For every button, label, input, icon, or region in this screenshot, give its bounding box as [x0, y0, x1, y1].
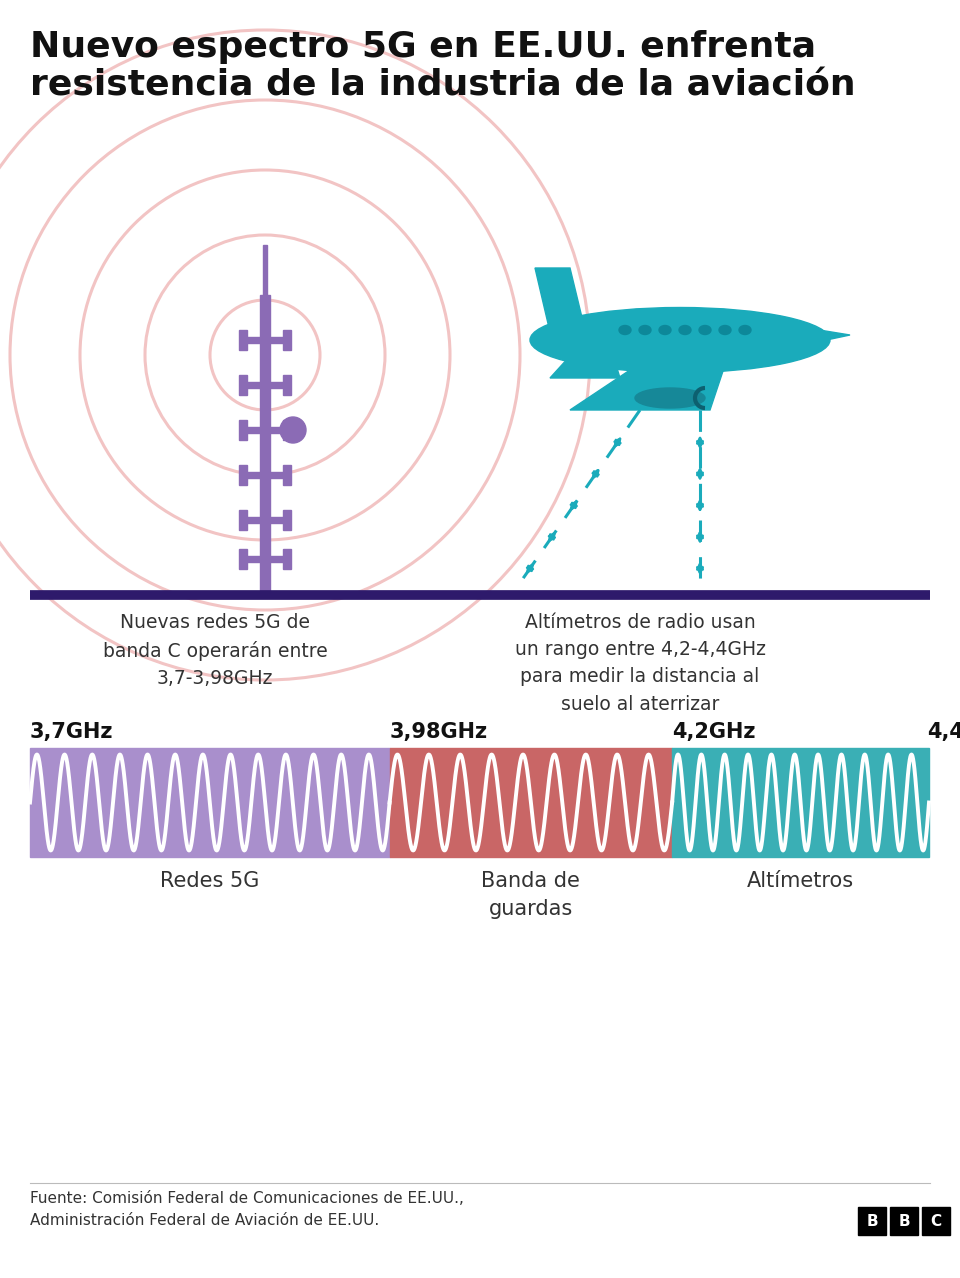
Bar [30, 748, 390, 858]
Bar [260, 295, 270, 596]
Text: Altímetros: Altímetros [747, 872, 854, 891]
Bar [922, 1206, 950, 1235]
Text: 4,4GHz: 4,4GHz [927, 722, 960, 743]
Polygon shape [550, 345, 620, 378]
Text: 4,2GHz: 4,2GHz [672, 722, 756, 743]
Bar [283, 550, 291, 569]
Polygon shape [535, 268, 585, 332]
Bar [283, 465, 291, 484]
Bar [263, 245, 267, 295]
Polygon shape [570, 350, 730, 410]
Text: 3,98GHz: 3,98GHz [390, 722, 488, 743]
Text: resistencia de la industria de la aviación: resistencia de la industria de la aviaci… [30, 68, 855, 102]
Bar [247, 382, 283, 389]
Bar [247, 556, 283, 562]
Bar [247, 427, 283, 433]
Ellipse shape [530, 308, 830, 372]
Bar [239, 420, 247, 440]
Text: B: B [866, 1214, 877, 1228]
Text: 3,7GHz: 3,7GHz [30, 722, 113, 743]
Polygon shape [770, 322, 850, 351]
Text: Banda de
guardas: Banda de guardas [481, 872, 580, 919]
Text: Nuevas redes 5G de
banda C operarán entre
3,7-3,98GHz: Nuevas redes 5G de banda C operarán entr… [103, 613, 327, 688]
Ellipse shape [699, 326, 711, 335]
Circle shape [280, 417, 306, 443]
Text: Fuente: Comisión Federal de Comunicaciones de EE.UU.,
Administración Federal de : Fuente: Comisión Federal de Comunicacion… [30, 1191, 464, 1228]
Bar [283, 420, 291, 440]
Ellipse shape [639, 326, 651, 335]
Bar [672, 748, 929, 858]
Ellipse shape [619, 326, 631, 335]
Ellipse shape [635, 389, 705, 408]
Bar [239, 374, 247, 395]
Bar [283, 330, 291, 350]
Bar [239, 510, 247, 530]
Bar [283, 510, 291, 530]
Ellipse shape [679, 326, 691, 335]
Ellipse shape [739, 326, 751, 335]
Bar [858, 1206, 886, 1235]
Text: C: C [930, 1214, 942, 1228]
Text: Nuevo espectro 5G en EE.UU. enfrenta: Nuevo espectro 5G en EE.UU. enfrenta [30, 29, 816, 64]
Bar [390, 748, 672, 858]
Bar [247, 472, 283, 478]
Bar [247, 337, 283, 343]
Bar [239, 465, 247, 484]
Text: Altímetros de radio usan
un rango entre 4,2-4,4GHz
para medir la distancia al
su: Altímetros de radio usan un rango entre … [515, 613, 765, 713]
Ellipse shape [659, 326, 671, 335]
Bar [247, 518, 283, 523]
Bar [239, 550, 247, 569]
Bar [283, 374, 291, 395]
Text: Redes 5G: Redes 5G [160, 872, 259, 891]
Ellipse shape [719, 326, 731, 335]
Bar [239, 330, 247, 350]
Text: B: B [899, 1214, 910, 1228]
Bar [890, 1206, 918, 1235]
